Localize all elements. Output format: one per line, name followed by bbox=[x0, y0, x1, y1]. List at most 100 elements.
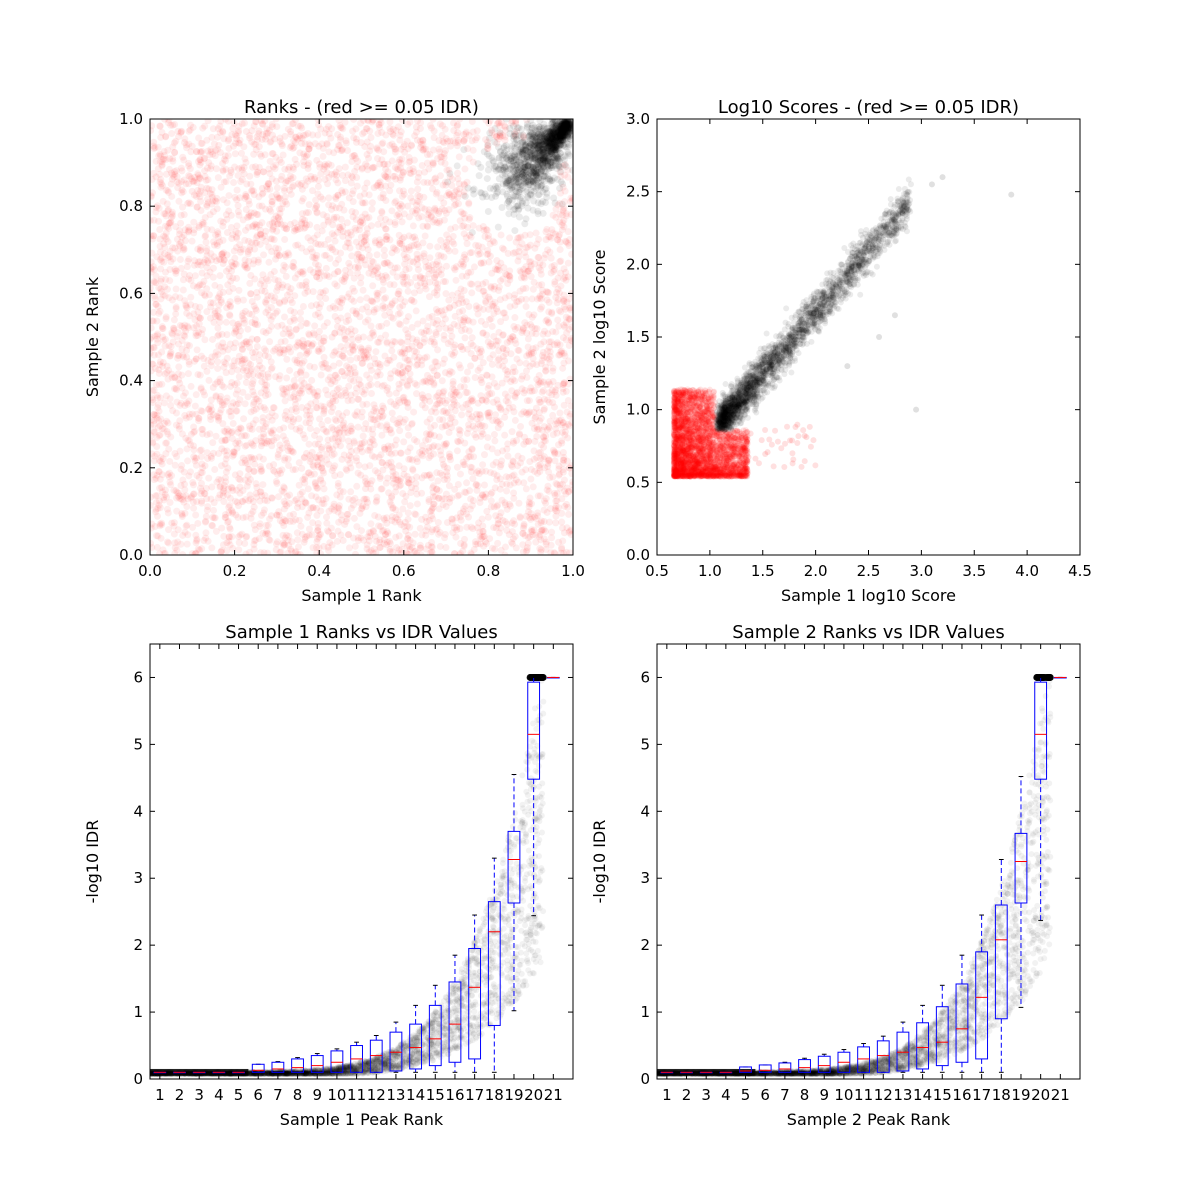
red-point bbox=[187, 200, 195, 208]
red-point bbox=[326, 401, 334, 409]
red-point bbox=[368, 199, 376, 207]
red-point bbox=[156, 520, 164, 528]
red-point bbox=[342, 335, 350, 343]
red-point bbox=[187, 148, 195, 156]
red-point bbox=[433, 371, 441, 379]
red-point bbox=[409, 465, 417, 473]
red-point bbox=[402, 367, 410, 375]
red-point bbox=[196, 246, 204, 254]
red-point bbox=[429, 185, 437, 193]
red-point bbox=[186, 468, 194, 476]
red-point bbox=[564, 173, 572, 181]
red-point bbox=[332, 204, 340, 212]
red-point bbox=[211, 514, 219, 522]
red-point bbox=[268, 198, 276, 206]
red-point bbox=[348, 335, 356, 343]
red-point bbox=[553, 341, 561, 349]
red-point bbox=[407, 488, 415, 496]
red-point bbox=[398, 240, 406, 248]
red-point bbox=[187, 382, 195, 390]
red-point bbox=[367, 390, 375, 398]
red-point bbox=[325, 173, 333, 181]
red-point bbox=[340, 206, 348, 214]
red-point bbox=[436, 120, 444, 128]
red-point bbox=[171, 149, 179, 157]
red-point bbox=[238, 345, 246, 353]
red-point bbox=[160, 258, 168, 266]
red-point bbox=[379, 412, 387, 420]
red-point bbox=[213, 242, 221, 250]
red-point bbox=[305, 145, 313, 153]
red-point bbox=[208, 193, 216, 201]
red-point bbox=[323, 139, 331, 147]
red-point bbox=[558, 437, 566, 445]
red-point bbox=[478, 533, 486, 541]
red-point bbox=[268, 494, 276, 502]
red-point bbox=[474, 310, 482, 318]
red-point bbox=[209, 273, 217, 281]
red-point bbox=[204, 455, 212, 463]
red-point bbox=[504, 452, 512, 460]
red-point bbox=[256, 150, 264, 158]
red-point bbox=[520, 389, 528, 397]
red-point bbox=[278, 466, 286, 474]
red-point bbox=[527, 515, 535, 523]
red-point bbox=[519, 541, 527, 549]
x-axis-label-0: Sample 1 Rank bbox=[301, 586, 422, 605]
red-point bbox=[336, 298, 344, 306]
red-point bbox=[315, 533, 323, 541]
red-point bbox=[182, 144, 190, 152]
red-point bbox=[299, 195, 307, 203]
red-point bbox=[432, 358, 440, 366]
red-point bbox=[164, 375, 172, 383]
red-point bbox=[338, 200, 346, 208]
red-point bbox=[400, 210, 408, 218]
red-point bbox=[406, 376, 414, 384]
red-point bbox=[523, 373, 531, 381]
red-point bbox=[244, 472, 252, 480]
red-point bbox=[552, 386, 560, 394]
red-point bbox=[455, 180, 463, 188]
red-point bbox=[245, 200, 253, 208]
red-point bbox=[150, 344, 155, 352]
red-point bbox=[396, 321, 404, 329]
red-point bbox=[461, 251, 469, 259]
red-point bbox=[291, 383, 299, 391]
red-point bbox=[558, 524, 566, 532]
red-point bbox=[531, 437, 539, 445]
red-point bbox=[209, 383, 217, 391]
red-point bbox=[209, 299, 217, 307]
red-point bbox=[487, 283, 495, 291]
red-point bbox=[203, 202, 211, 210]
red-point bbox=[423, 222, 431, 230]
red-point bbox=[561, 323, 569, 331]
red-point bbox=[180, 211, 188, 219]
red-point bbox=[328, 333, 336, 341]
red-point bbox=[277, 205, 285, 213]
red-point bbox=[356, 313, 364, 321]
red-point bbox=[311, 140, 319, 148]
red-point bbox=[210, 318, 218, 326]
red-point bbox=[542, 317, 550, 325]
red-point bbox=[478, 379, 486, 387]
red-point bbox=[473, 486, 481, 494]
red-point bbox=[353, 354, 361, 362]
red-point bbox=[366, 438, 374, 446]
red-point bbox=[425, 447, 433, 455]
red-point bbox=[522, 360, 530, 368]
red-point bbox=[466, 487, 474, 495]
red-point bbox=[235, 352, 243, 360]
red-point bbox=[425, 209, 433, 217]
red-point bbox=[208, 521, 216, 529]
red-point bbox=[535, 253, 543, 261]
red-point bbox=[522, 485, 530, 493]
red-point bbox=[268, 123, 276, 131]
red-point bbox=[210, 506, 218, 514]
red-point bbox=[526, 533, 534, 541]
red-point bbox=[324, 180, 332, 188]
red-point bbox=[251, 163, 259, 171]
red-point bbox=[363, 225, 371, 233]
red-point bbox=[235, 320, 243, 328]
red-point bbox=[181, 528, 189, 536]
red-point bbox=[454, 129, 462, 137]
